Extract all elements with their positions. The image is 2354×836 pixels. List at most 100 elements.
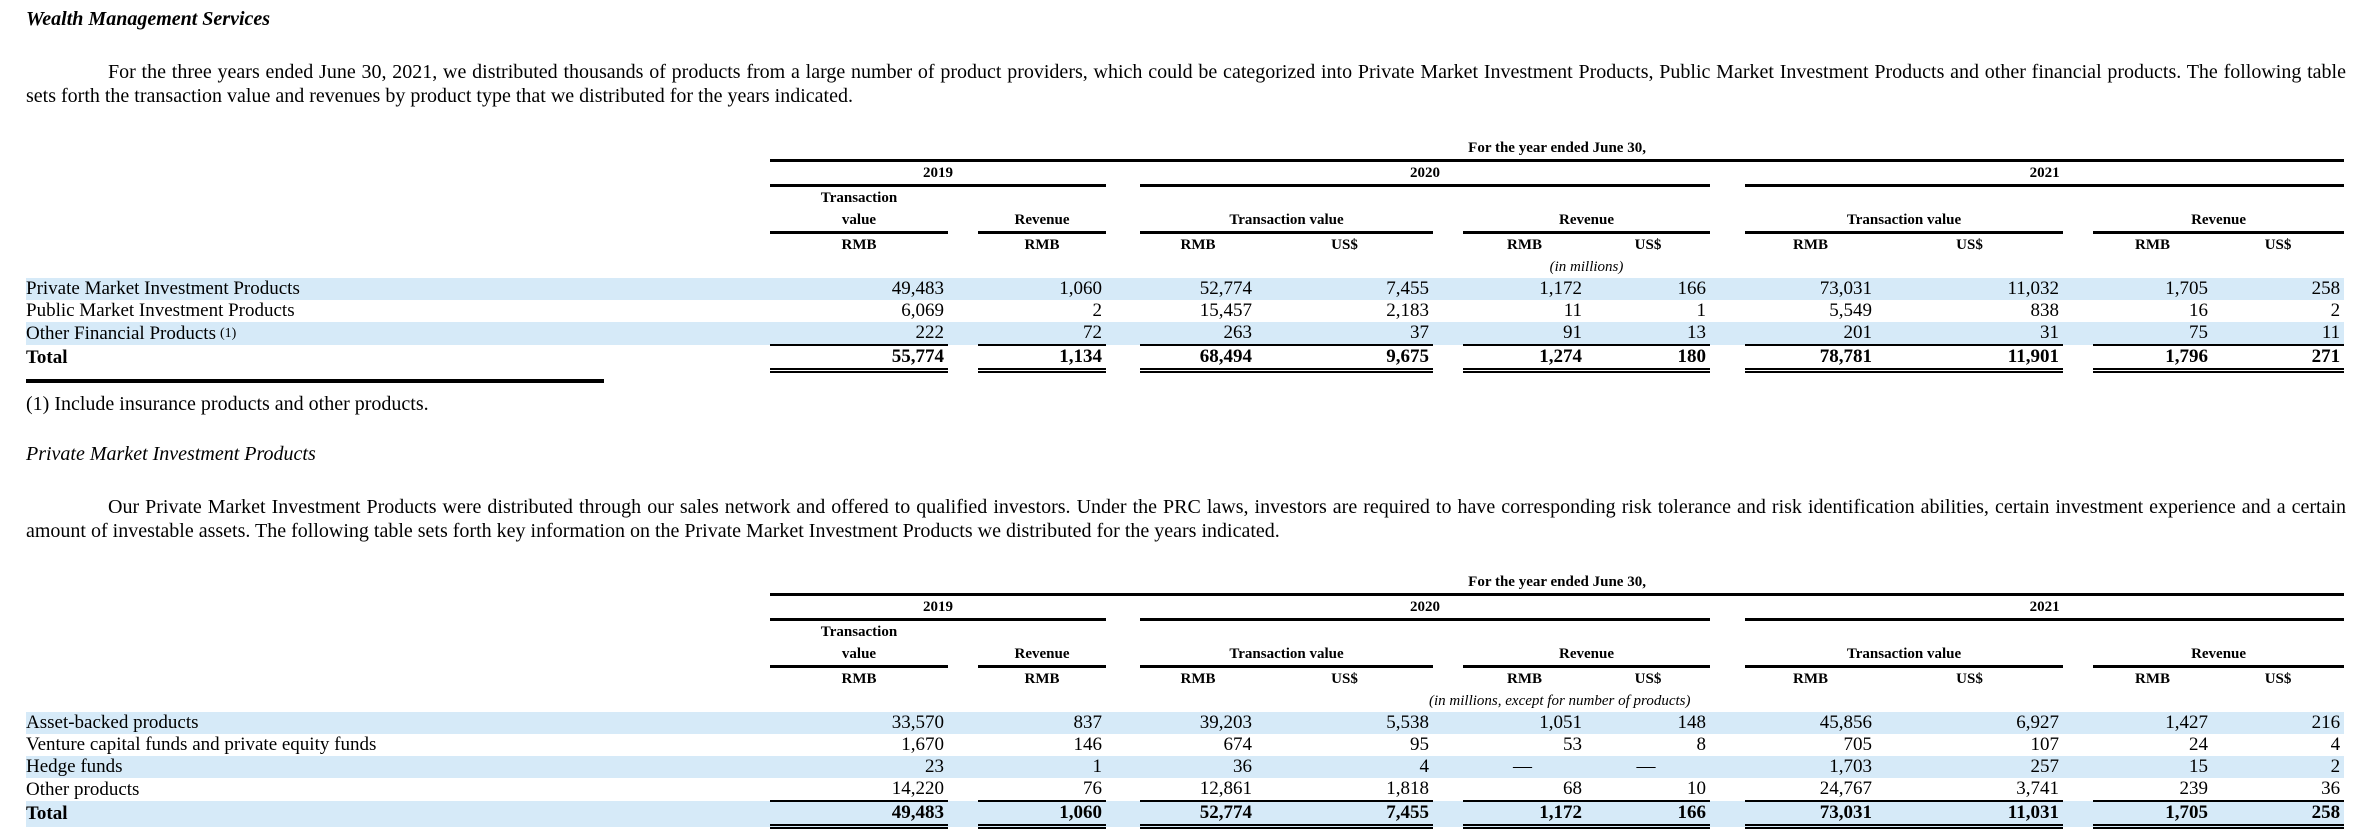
spacer (1710, 712, 1745, 734)
value-cell: 148 (1586, 712, 1710, 734)
row-label: Other products (26, 778, 770, 801)
spacer (1433, 667, 1463, 691)
row-label-text: Total (26, 346, 68, 368)
header-metric-row: Transaction value Revenue Transaction value… (26, 185, 2345, 234)
spacer (2063, 801, 2093, 827)
value-cell: 1 (978, 756, 1106, 778)
year-header-2021: 2021 (1745, 594, 2345, 621)
spacer (1433, 186, 1463, 233)
spacer (1710, 300, 1745, 322)
spacer (1710, 161, 1745, 186)
spacer (948, 667, 978, 691)
spacer (1106, 300, 1140, 322)
row-label: Total (26, 345, 770, 371)
unit-note: (in millions) (1549, 259, 1624, 275)
row-label-text: Other Financial Products (26, 322, 216, 344)
currency-header-rmb: RMB (1180, 237, 1216, 253)
spacer (2063, 778, 2093, 801)
spacer (948, 756, 978, 778)
spacer (2063, 734, 2093, 756)
currency-header-rmb: RMB (1793, 671, 1828, 687)
total-row: Total 55,774 1,134 68,494 9,675 1,274 180 78,78… (26, 345, 2345, 373)
currency-header-rmb: RMB (1024, 671, 1060, 687)
spacer (1433, 620, 1463, 667)
value-cell: 14,220 (770, 778, 948, 802)
spacer (1106, 778, 1140, 801)
spacer (2063, 712, 2093, 734)
total-row: Total 49,483 1,060 52,774 7,455 1,172 166 73,03… (26, 801, 2345, 829)
spacer (2063, 322, 2093, 345)
year-header-2019: 2019 (770, 594, 1106, 621)
value-cell: 1,427 (2093, 712, 2212, 734)
table-row: Public Market Investment Products 6,069 2 1… (26, 300, 2344, 322)
value-cell: 11,032 (1876, 278, 2063, 300)
revenue-header: Revenue (1463, 185, 1710, 234)
value-cell: 55,774 (770, 345, 948, 373)
spacer (1710, 734, 1745, 756)
spacer (1710, 620, 1745, 667)
spacer (1876, 690, 2063, 712)
value-cell: 52,774 (1140, 801, 1256, 829)
header-currency-row: RMB RMB RMB US$ RMB US$ RMB US$ RMB US$ (26, 667, 2344, 691)
spacer (1256, 690, 1433, 712)
value-cell: 45,856 (1745, 712, 1876, 734)
currency-header-rmb: RMB (2135, 237, 2170, 253)
year-header-2020: 2020 (1140, 160, 1710, 187)
footnote-ref: (1) (219, 325, 237, 341)
spacer (1106, 278, 1140, 300)
spacer (948, 345, 978, 371)
transaction-value-header: Transaction value (1745, 185, 2063, 234)
value-cell: 239 (2093, 778, 2212, 802)
currency-header-rmb: RMB (2135, 671, 2170, 687)
value-cell: 1,705 (2093, 801, 2212, 829)
spacer (1433, 801, 1463, 827)
value-cell: 7,455 (1256, 278, 1433, 300)
currency-header-rmb: RMB (1507, 671, 1542, 687)
year-header-2019: 2019 (770, 160, 1106, 187)
value-cell: 11 (1563, 300, 1582, 321)
spacer (1433, 278, 1463, 300)
table-row: Venture capital funds and private equity… (26, 734, 2344, 756)
value-cell: 4 (2330, 734, 2341, 755)
value-cell: 180 (1586, 345, 1710, 373)
value-cell: 216 (2212, 712, 2345, 734)
value-cell: 258 (2212, 801, 2345, 829)
transaction-value-line2: value (841, 646, 877, 662)
spacer (948, 233, 978, 257)
spacer (26, 256, 770, 278)
spacer (1433, 778, 1463, 801)
currency-header-rmb: RMB (1507, 237, 1542, 253)
spacer (1710, 801, 1745, 827)
spacer (2093, 256, 2212, 278)
spacer (1106, 256, 1140, 278)
spacer (26, 690, 770, 712)
spacer (1140, 256, 1256, 278)
value-cell: 8 (1696, 734, 1707, 755)
currency-header-rmb: RMB (1793, 237, 1828, 253)
transaction-value-header: Transaction value (770, 619, 948, 668)
spacer (1106, 712, 1140, 734)
value-cell: 166 (1586, 278, 1710, 300)
spacer (2063, 667, 2093, 691)
currency-header-usd: US$ (1956, 237, 1983, 253)
spacer (26, 667, 770, 691)
value-cell: 36 (2212, 778, 2345, 802)
currency-header-usd: US$ (1634, 671, 1662, 687)
table-row: Private Market Investment Products 49,483… (26, 278, 2345, 300)
spacer (948, 322, 978, 345)
transaction-value-header: Transaction value (1745, 619, 2063, 668)
value-cell: 15,457 (1199, 300, 1252, 321)
value-cell: 1,705 (2093, 278, 2212, 300)
spacer (948, 256, 978, 278)
row-label: Private Market Investment Products (26, 278, 770, 300)
value-cell: 9,675 (1256, 345, 1433, 373)
value-cell: 5,538 (1256, 712, 1433, 734)
spacer (1106, 801, 1140, 827)
value-cell: 11,031 (1876, 801, 2063, 829)
spacer (2093, 690, 2212, 712)
value-cell: 1,172 (1463, 278, 1586, 300)
value-cell: 1,670 (901, 734, 944, 755)
transaction-value-header: Transaction value (1140, 619, 1433, 668)
currency-header-usd: US$ (1956, 671, 1983, 687)
transaction-value-line1: Transaction (820, 624, 898, 640)
